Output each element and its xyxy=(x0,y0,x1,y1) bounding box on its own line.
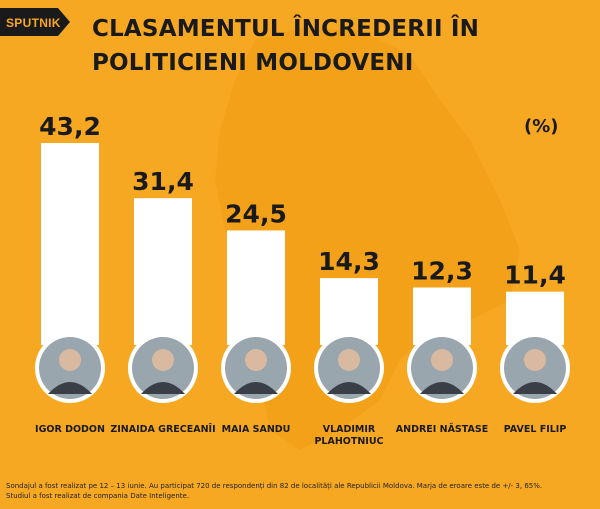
portrait-icon xyxy=(221,333,291,403)
portrait-icon xyxy=(500,333,570,403)
value-label: 43,2 xyxy=(39,112,101,141)
footnote-line-1: Sondajul a fost realizat pe 12 – 13 iuni… xyxy=(6,482,543,490)
portrait-icon xyxy=(35,333,105,403)
category-label: VLADIMIR xyxy=(323,424,376,435)
bar xyxy=(134,198,192,345)
value-label: 11,4 xyxy=(504,261,566,290)
value-label: 14,3 xyxy=(318,247,380,276)
portrait-icon xyxy=(314,333,384,403)
value-label: 12,3 xyxy=(411,256,473,285)
portrait-icon xyxy=(128,333,198,403)
bar xyxy=(227,230,285,345)
bar-chart: 43,2 IGOR DODON 31,4 ZINAIDA GRECEANÎI 24,5 M… xyxy=(35,112,570,447)
sputnik-logo: SPUTNIK xyxy=(0,2,72,42)
title-line-1: CLASAMENTUL ÎNCREDERII ÎN xyxy=(92,16,480,42)
unit-label: (%) xyxy=(524,116,559,137)
category-label: PAVEL FILIP xyxy=(504,424,567,435)
bar xyxy=(41,143,99,345)
category-label: IGOR DODON xyxy=(35,424,105,435)
category-label: ANDREI NĂSTASE xyxy=(396,423,488,435)
chart-title: CLASAMENTUL ÎNCREDERII ÎN POLITICIENI MO… xyxy=(92,12,592,80)
title-line-2: POLITICIENI MOLDOVENI xyxy=(92,50,414,76)
portrait-icon xyxy=(407,333,477,403)
footnote-line-2: Studiul a fost realizat de compania Date… xyxy=(6,492,190,500)
value-label: 24,5 xyxy=(225,199,287,228)
logo-text: SPUTNIK xyxy=(6,16,61,30)
category-label: ZINAIDA GRECEANÎI xyxy=(110,423,215,435)
category-label: MAIA SANDU xyxy=(222,424,291,435)
category-label: PLAHOTNIUC xyxy=(314,436,383,447)
footnote: Sondajul a fost realizat pe 12 – 13 iuni… xyxy=(6,481,596,501)
value-label: 31,4 xyxy=(132,167,194,196)
